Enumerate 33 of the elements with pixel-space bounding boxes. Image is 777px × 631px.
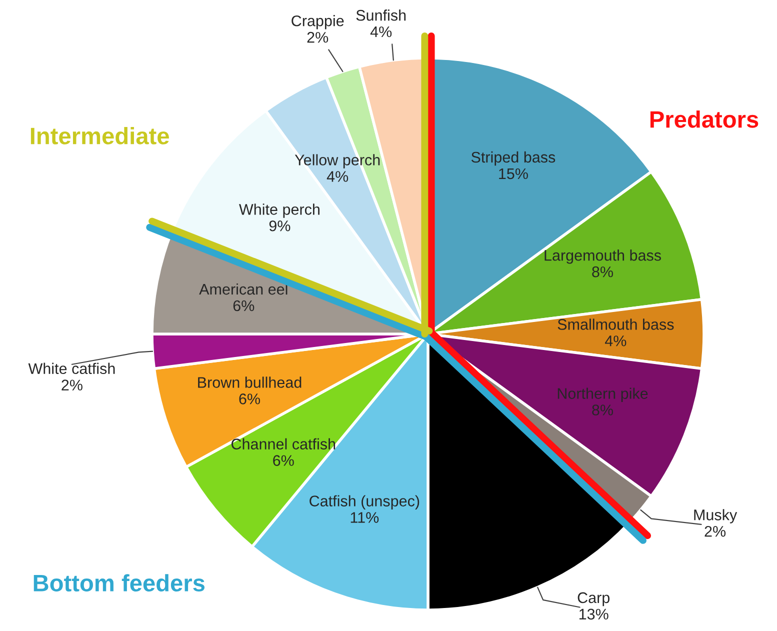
slice-label: Northern pike	[558, 388, 648, 402]
slice-label: Channel catfish	[232, 438, 336, 450]
slice-label: Striped bass	[471, 151, 556, 166]
data-label: 2%	[704, 526, 726, 537]
slice-label: Musky	[694, 509, 738, 524]
slice-label: Crappie	[292, 15, 344, 30]
slice-label: Largemouth bass	[544, 250, 661, 264]
data-label: 9%	[269, 220, 290, 232]
slice-label: Sunfish	[356, 10, 406, 21]
data-label: 8%	[592, 404, 613, 416]
text: Intermediate	[30, 127, 169, 144]
text: Predators	[650, 110, 758, 128]
data-label: 4%	[604, 336, 626, 346]
slice-label: White catfish	[28, 362, 115, 374]
data-label: 4%	[370, 26, 392, 38]
data-label: 6%	[273, 455, 294, 466]
data-label: 2%	[307, 32, 328, 43]
data-label: 11%	[350, 512, 379, 523]
data-label: 6%	[233, 300, 254, 312]
slice-label: Brown bullhead	[198, 376, 302, 388]
data-label: 15%	[499, 168, 528, 180]
data-label: 13%	[579, 608, 608, 620]
data-label: 8%	[592, 266, 613, 278]
slice-label: Smallmouth bass	[558, 318, 674, 330]
data-label: 4%	[326, 171, 348, 182]
data-label: 2%	[62, 380, 82, 390]
slice-label: Catfish (unspec)	[310, 495, 420, 510]
text: Bottom feeders	[34, 574, 205, 592]
data-label: 6%	[239, 394, 260, 404]
slice-label: Carp	[578, 592, 610, 606]
slice-label: Yellow perch	[294, 154, 380, 168]
slice-label: White perch	[239, 204, 320, 218]
slice-label: American eel	[199, 283, 288, 295]
